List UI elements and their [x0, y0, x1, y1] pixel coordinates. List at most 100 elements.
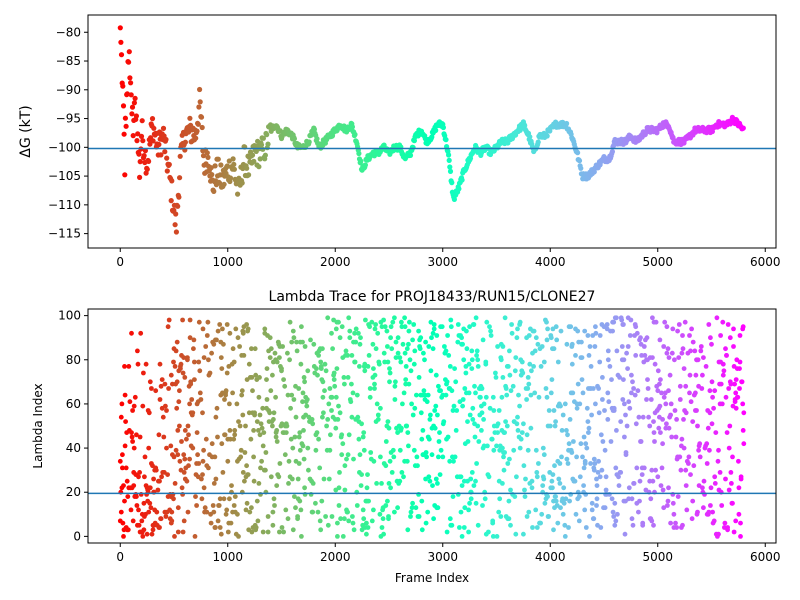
lambda-point: [596, 410, 602, 416]
lambda-point: [216, 503, 222, 508]
lambda-point: [419, 527, 425, 533]
lambda-point: [589, 500, 595, 506]
lambda-point: [691, 463, 697, 469]
lambda-point: [631, 481, 637, 486]
delta-g-point: [144, 166, 150, 172]
lambda-point: [649, 518, 655, 524]
lambda-point: [251, 428, 256, 433]
lambda-point: [563, 496, 569, 502]
lambda-point: [243, 423, 248, 429]
x-tick-label: 4000: [535, 255, 566, 269]
lambda-point: [364, 531, 369, 537]
lambda-point: [712, 481, 718, 486]
lambda-point: [399, 425, 404, 431]
lambda-point: [592, 344, 598, 349]
lambda-point: [510, 383, 516, 389]
lambda-point: [580, 390, 586, 396]
lambda-point: [733, 377, 739, 382]
lambda-point: [665, 503, 670, 508]
lambda-point: [460, 341, 465, 347]
lambda-point: [224, 507, 230, 513]
lambda-point: [567, 417, 573, 422]
lambda-point: [412, 405, 418, 411]
lambda-point: [522, 487, 527, 493]
lambda-point: [264, 366, 270, 371]
lambda-point: [140, 403, 146, 409]
lambda-point: [154, 509, 160, 515]
lambda-point: [238, 447, 244, 453]
delta-g-point: [147, 141, 153, 147]
delta-g-point: [195, 121, 201, 127]
lambda-point: [218, 531, 224, 537]
lambda-point: [181, 518, 187, 524]
lambda-point: [631, 386, 636, 391]
lambda-point: [561, 500, 567, 506]
lambda-point: [636, 509, 641, 515]
lambda-point: [698, 348, 704, 354]
delta-g-point: [136, 151, 142, 157]
lambda-point: [171, 496, 176, 502]
lambda-point: [519, 430, 525, 435]
lambda-point: [639, 472, 645, 477]
lambda-point: [646, 414, 651, 420]
lambda-point: [136, 507, 141, 513]
lambda-point: [684, 507, 690, 513]
lambda-point: [632, 392, 638, 398]
lambda-point: [286, 458, 292, 464]
lambda-point: [304, 403, 310, 409]
lambda-point: [401, 390, 407, 396]
lambda-point: [531, 328, 537, 334]
lambda-point: [652, 439, 657, 444]
lambda-point: [586, 425, 592, 431]
lambda-point: [200, 472, 205, 477]
lambda-point: [201, 355, 207, 360]
lambda-point: [644, 335, 650, 341]
delta-g-y-axis-label: ΔG (kT): [18, 105, 34, 157]
lambda-point: [259, 425, 265, 431]
lambda-point: [544, 337, 550, 343]
lambda-point: [508, 487, 513, 493]
lambda-point: [283, 430, 289, 435]
lambda-point: [264, 397, 270, 402]
lambda-point: [293, 414, 299, 420]
lambda-point: [288, 436, 294, 442]
y-tick-label: 40: [66, 441, 81, 455]
lambda-point: [364, 520, 369, 526]
delta-g-point: [208, 165, 214, 171]
delta-g-point: [218, 162, 224, 168]
lambda-point: [323, 514, 328, 519]
delta-g-point: [129, 104, 136, 110]
lambda-point: [227, 428, 233, 433]
delta-g-point: [173, 211, 179, 217]
lambda-point: [658, 430, 663, 435]
lambda-point: [439, 324, 445, 330]
lambda-point: [234, 401, 240, 407]
lambda-point: [353, 339, 359, 345]
lambda-point: [395, 505, 400, 511]
lambda-point: [301, 375, 307, 380]
lambda-point: [487, 324, 492, 330]
lambda-point: [273, 394, 278, 400]
lambda-point: [688, 399, 694, 405]
lambda-point: [225, 529, 231, 535]
lambda-point: [700, 372, 705, 378]
delta-g-point: [211, 188, 217, 194]
lambda-point: [147, 500, 153, 506]
lambda-point: [308, 337, 313, 343]
lambda-point: [557, 461, 563, 466]
lambda-point: [388, 335, 393, 341]
x-tick-label: 0: [116, 550, 124, 564]
lambda-point: [325, 522, 331, 528]
delta-g-point: [128, 92, 134, 98]
lambda-point: [469, 470, 475, 475]
lambda-point: [135, 348, 140, 354]
lambda-point: [665, 346, 671, 352]
lambda-point: [338, 516, 343, 522]
delta-g-point: [177, 175, 183, 181]
lambda-point: [326, 476, 332, 482]
lambda-point: [576, 518, 582, 524]
lambda-point: [666, 355, 672, 360]
lambda-point: [491, 447, 497, 453]
lambda-point: [171, 454, 177, 460]
lambda-point: [339, 452, 345, 458]
